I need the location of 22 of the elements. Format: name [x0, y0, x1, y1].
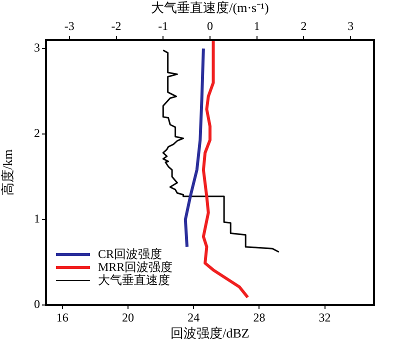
x-tick-label: 24	[188, 310, 200, 324]
legend-label: MRR回波强度	[98, 260, 173, 274]
y-tick-label: 1	[34, 212, 40, 226]
legend-label: 大气垂直速度	[98, 273, 170, 287]
x2-axis-title: 大气垂直速度/(m·s⁻¹)	[151, 0, 269, 16]
x2-tick-label: 3	[348, 18, 354, 33]
x2-tick-label: -1	[158, 18, 168, 33]
x2-tick-label: 1	[254, 18, 260, 33]
x-tick-label: 16	[56, 310, 68, 324]
x-tick-label: 20	[122, 310, 134, 324]
y-tick-label: 2	[34, 126, 40, 140]
legend-label: CR回波强度	[98, 247, 162, 261]
x2-tick-label: -2	[111, 18, 122, 33]
y-tick-label: 0	[34, 297, 40, 312]
x2-tick-label: 0	[207, 18, 213, 33]
x2-tick-label: 2	[300, 18, 307, 33]
y-tick-label: 3	[34, 40, 40, 55]
y-axis-title: 高度/km	[0, 149, 16, 196]
x-tick-label: 32	[318, 310, 331, 324]
x-axis-title: 回波强度/dBZ	[170, 326, 250, 341]
x-tick-label: 28	[253, 310, 266, 324]
x2-tick-label: -3	[64, 18, 74, 33]
